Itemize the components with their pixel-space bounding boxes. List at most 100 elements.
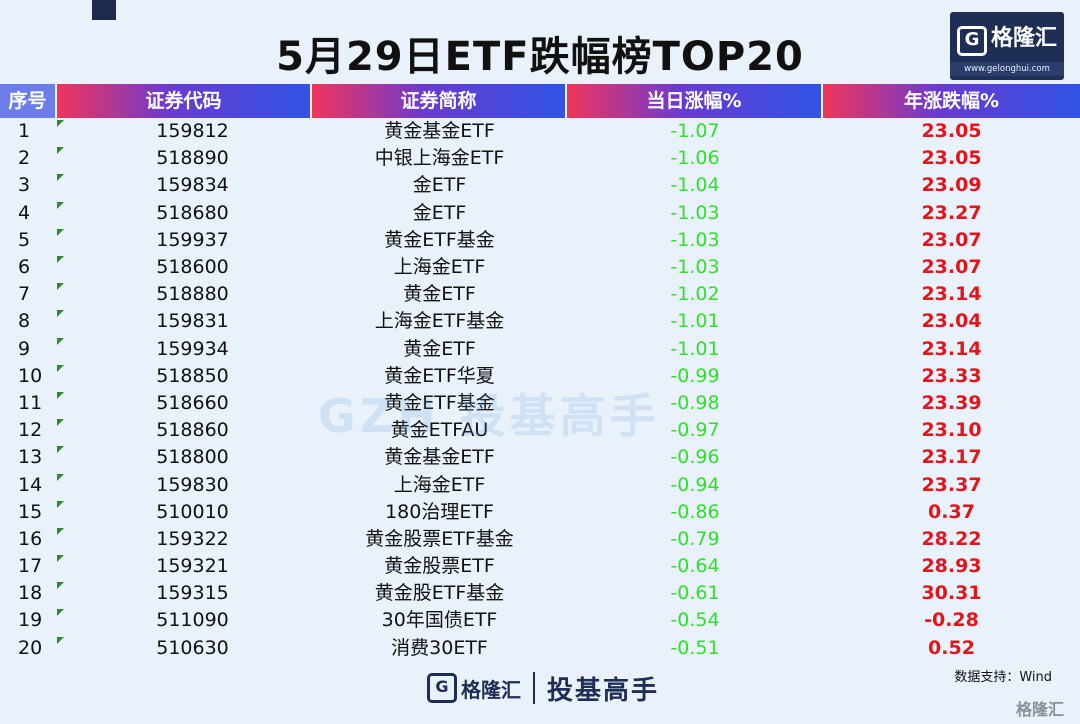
footer-g-icon: G (427, 673, 457, 703)
code-cell: 518890 (156, 147, 229, 170)
yearly-change-cell: 23.07 (921, 228, 982, 251)
table-row: 3 159834 金ETF -1.04 23.09 (0, 172, 1080, 199)
table-row: 20 510630 消费30ETF -0.51 0.52 (0, 635, 1080, 662)
table-row: 9 159934 黄金ETF -1.01 23.14 (0, 336, 1080, 363)
rank-cell: 8 (0, 308, 64, 335)
yearly-change-cell: 23.10 (921, 419, 982, 442)
green-corner-marker-icon (57, 609, 64, 617)
green-corner-marker-icon (57, 500, 64, 508)
yearly-change-cell: 23.09 (921, 174, 982, 197)
header-daily: 当日涨幅% (567, 84, 823, 118)
green-corner-marker-icon (57, 636, 64, 644)
yearly-change-cell: 0.52 (928, 636, 975, 659)
name-cell: 黄金股ETF基金 (374, 582, 505, 605)
code-cell: 518660 (156, 391, 229, 414)
rank-cell: 19 (0, 607, 64, 634)
code-cell: 510630 (156, 636, 229, 659)
table-row: 19 511090 30年国债ETF -0.54 -0.28 (0, 607, 1080, 634)
header-rank: 序号 (0, 84, 57, 118)
yearly-change-cell: 23.05 (921, 147, 982, 170)
rank-cell: 6 (0, 254, 64, 281)
green-corner-marker-icon (57, 391, 64, 399)
green-corner-marker-icon (57, 147, 64, 155)
name-cell: 黄金ETF (403, 283, 476, 306)
green-corner-marker-icon (57, 473, 64, 481)
code-cell: 159321 (156, 555, 229, 578)
code-cell: 511090 (156, 609, 229, 632)
green-corner-marker-icon (57, 283, 64, 291)
footer-slogan: 投基高手 (547, 675, 660, 706)
yearly-change-cell: 23.39 (921, 391, 982, 414)
green-corner-marker-icon (57, 228, 64, 236)
table-row: 7 518880 黄金ETF -1.02 23.14 (0, 281, 1080, 308)
page-title: 5月29日ETF跌幅榜TOP20 (276, 34, 804, 80)
name-cell: 黄金ETF基金 (384, 228, 495, 251)
name-cell: 黄金ETFAU (390, 419, 489, 442)
code-cell: 159812 (156, 120, 229, 143)
code-cell: 159834 (156, 174, 229, 197)
daily-change-cell: -0.94 (670, 473, 720, 496)
rank-cell: 5 (0, 227, 64, 254)
table-row: 5 159937 黄金ETF基金 -1.03 23.07 (0, 227, 1080, 254)
rank-cell: 15 (0, 499, 64, 526)
rank-cell: 13 (0, 444, 64, 471)
rank-cell: 2 (0, 145, 64, 172)
g-icon: G (956, 26, 987, 56)
name-cell: 180治理ETF (385, 500, 494, 523)
corner-watermark: 格隆汇 (1015, 700, 1064, 719)
etf-table: 序号 证券代码 证券简称 当日涨幅% 年涨跌幅% 1 159812 黄金基金ETF -… (0, 84, 1080, 662)
yearly-change-cell: 23.14 (921, 337, 982, 360)
rank-cell: 1 (0, 118, 64, 145)
yearly-change-cell: 28.22 (921, 527, 982, 550)
daily-change-cell: -0.79 (670, 527, 720, 550)
yearly-change-cell: 28.93 (921, 555, 982, 578)
code-cell: 518800 (156, 446, 229, 469)
table-row: 13 518800 黄金基金ETF -0.96 23.17 (0, 444, 1080, 471)
data-source: 数据支持：Wind (954, 670, 1052, 685)
rank-cell: 9 (0, 336, 64, 363)
yearly-change-cell: 23.14 (921, 283, 982, 306)
table-row: 15 510010 180治理ETF -0.86 0.37 (0, 499, 1080, 526)
rank-cell: 11 (0, 390, 64, 417)
green-corner-marker-icon (57, 555, 64, 563)
yearly-change-cell: 23.33 (921, 364, 982, 387)
footer-brand-name: 格隆汇 (461, 677, 521, 702)
yearly-change-cell: 0.37 (928, 500, 975, 523)
daily-change-cell: -0.61 (670, 582, 720, 605)
rank-cell: 7 (0, 281, 64, 308)
name-cell: 黄金股票ETF基金 (365, 527, 514, 550)
code-cell: 159831 (156, 310, 229, 333)
yearly-change-cell: 23.37 (921, 473, 982, 496)
green-corner-marker-icon (57, 201, 64, 209)
daily-change-cell: -0.98 (670, 391, 720, 414)
daily-change-cell: -1.02 (670, 283, 720, 306)
green-corner-marker-icon (57, 337, 64, 345)
header-code: 证券代码 (57, 84, 312, 118)
rank-cell: 3 (0, 172, 64, 199)
rank-cell: 4 (0, 200, 64, 227)
table-row: 4 518680 金ETF -1.03 23.27 (0, 200, 1080, 227)
table-row: 8 159831 上海金ETF基金 -1.01 23.04 (0, 308, 1080, 335)
daily-change-cell: -1.06 (670, 147, 720, 170)
table-row: 10 518850 黄金ETF华夏 -0.99 23.33 (0, 363, 1080, 390)
footer-brand: G 格隆汇 投基高手 (427, 668, 707, 708)
table-row: 17 159321 黄金股票ETF -0.64 28.93 (0, 553, 1080, 580)
daily-change-cell: -0.51 (670, 636, 720, 659)
daily-change-cell: -0.96 (670, 446, 720, 469)
yearly-change-cell: 30.31 (921, 582, 982, 605)
name-cell: 上海金ETF基金 (374, 310, 505, 333)
rank-cell: 12 (0, 417, 64, 444)
table-row: 2 518890 中银上海金ETF -1.06 23.05 (0, 145, 1080, 172)
table-header: 序号 证券代码 证券简称 当日涨幅% 年涨跌幅% (0, 84, 1080, 118)
name-cell: 上海金ETF (393, 473, 486, 496)
logo-name: 格隆汇 (990, 26, 1057, 51)
name-cell: 黄金股票ETF (384, 555, 495, 578)
rank-cell: 16 (0, 526, 64, 553)
corner-tab (92, 0, 116, 20)
green-corner-marker-icon (57, 120, 64, 128)
table-body: 1 159812 黄金基金ETF -1.07 23.05 2 518890 中银上海金ETF -… (0, 118, 1080, 662)
yearly-change-cell: 23.27 (921, 201, 982, 224)
code-cell: 159937 (156, 228, 229, 251)
daily-change-cell: -1.04 (670, 174, 720, 197)
green-corner-marker-icon (57, 364, 64, 372)
